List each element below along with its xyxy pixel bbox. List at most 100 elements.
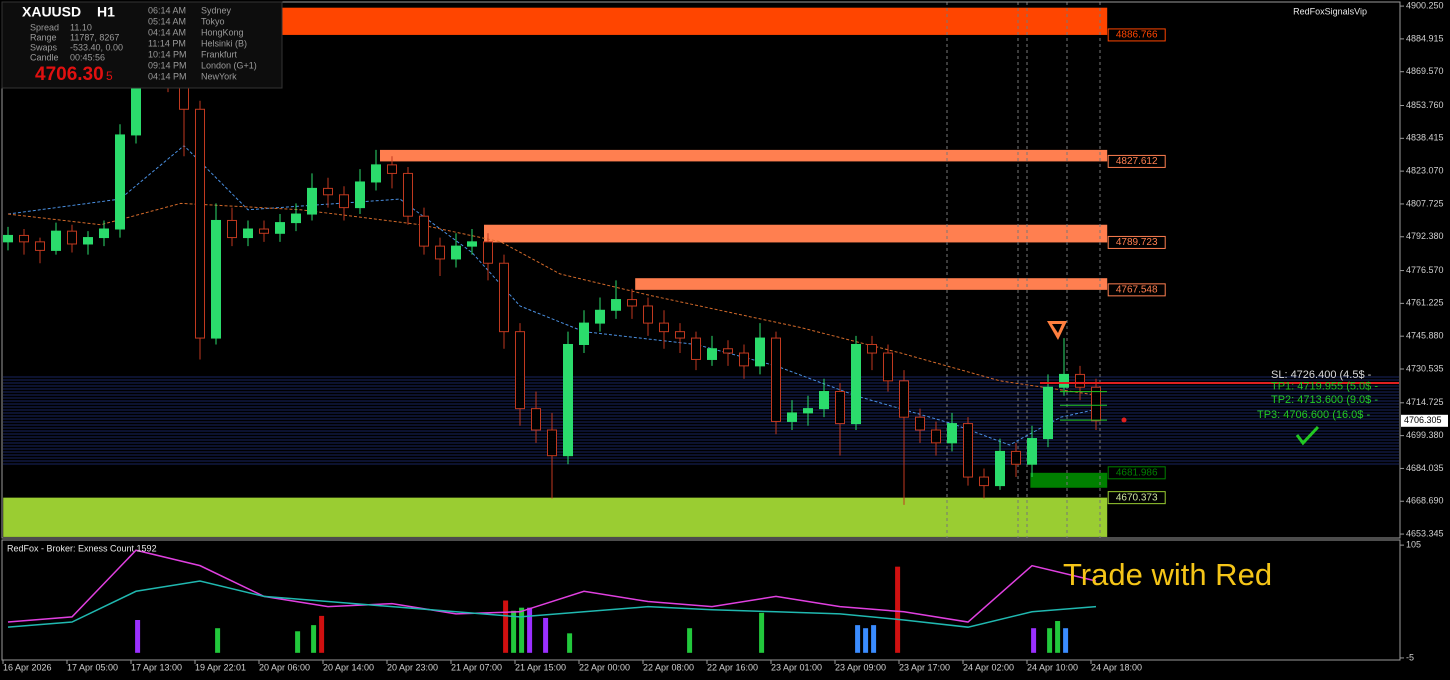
ind-bar bbox=[503, 600, 509, 653]
candle-body bbox=[211, 219, 221, 339]
candle-body bbox=[227, 219, 237, 239]
zone-label: 4886.766 bbox=[1116, 30, 1158, 41]
x-tick-label: 17 Apr 13:00 bbox=[131, 662, 182, 672]
candle-body bbox=[947, 423, 957, 444]
session-city: London (G+1) bbox=[201, 60, 257, 70]
ind-line bbox=[7, 549, 1097, 623]
candle-body bbox=[979, 476, 989, 487]
x-tick-label: 24 Apr 18:00 bbox=[1091, 662, 1142, 672]
candle-body bbox=[1011, 450, 1021, 465]
level-label: TP2: 4713.600 (9.0$ - bbox=[1271, 394, 1378, 406]
moving-averages bbox=[7, 144, 1101, 446]
slogan: Trade with Red bbox=[1063, 557, 1272, 592]
info-rows: Spread 11.10 Range 11787, 8267 Swaps -533.40,… bbox=[30, 22, 123, 62]
zone bbox=[635, 278, 1108, 290]
session-time: 04:14 AM bbox=[148, 27, 186, 37]
zone bbox=[1030, 472, 1108, 488]
trade-levels: SL: 4726.400 (4.5$ -TP1: 4719.955 (5.0$ … bbox=[1040, 369, 1399, 421]
info-value: -533.40, 0.00 bbox=[70, 42, 123, 52]
y-tick-label: 4699.380 bbox=[1406, 430, 1444, 440]
session-time: 04:14 PM bbox=[148, 71, 187, 81]
y-tick-label: 4807.725 bbox=[1406, 198, 1444, 208]
ind-bar bbox=[135, 620, 141, 653]
y-tick-label: 4684.035 bbox=[1406, 463, 1444, 473]
ind-bar bbox=[687, 628, 693, 653]
x-tick-label: 23 Apr 09:00 bbox=[835, 662, 886, 672]
candle-body bbox=[1075, 373, 1085, 388]
y-tick-label: 4668.690 bbox=[1406, 496, 1444, 506]
timeframe: H1 bbox=[97, 4, 115, 20]
candle-body bbox=[691, 337, 701, 360]
candle-body bbox=[1027, 438, 1037, 465]
zones: 4886.766 4827.612 4789.723 4767.548 4681.986… bbox=[3, 7, 1166, 537]
candle-body bbox=[851, 343, 861, 425]
session-time: 06:14 AM bbox=[148, 5, 186, 15]
info-key: Range bbox=[30, 32, 57, 42]
candle-body bbox=[771, 337, 781, 422]
level-label: SL: 4726.400 (4.5$ - bbox=[1271, 369, 1372, 381]
entry-dot bbox=[1121, 417, 1127, 423]
x-tick-label: 24 Apr 02:00 bbox=[963, 662, 1014, 672]
y-tick-label: 4730.535 bbox=[1406, 363, 1444, 373]
zone-label: 4789.723 bbox=[1116, 237, 1158, 248]
time-axis: 16 Apr 2026 17 Apr 05:00 17 Apr 13:00 19 Ap… bbox=[2, 660, 1142, 672]
ind-bar bbox=[759, 612, 765, 653]
level-label: TP1: 4719.955 (5.0$ - bbox=[1271, 381, 1378, 393]
y-tick-label: 4900.250 bbox=[1406, 0, 1444, 10]
x-tick-label: 17 Apr 05:00 bbox=[67, 662, 118, 672]
y-tick-label: 4745.880 bbox=[1406, 331, 1444, 341]
candle-body bbox=[435, 245, 445, 260]
info-key: Spread bbox=[30, 22, 59, 32]
candle-body bbox=[755, 337, 765, 367]
candle-body bbox=[99, 228, 109, 239]
zone-label: 4767.548 bbox=[1116, 284, 1158, 295]
sell-arrow-notch bbox=[1052, 324, 1062, 333]
ind-bar bbox=[1063, 628, 1069, 653]
x-tick-label: 16 Apr 2026 bbox=[3, 662, 52, 672]
candle-body bbox=[899, 380, 909, 418]
candle-body bbox=[371, 164, 381, 183]
info-value: 11.10 bbox=[70, 22, 92, 32]
ind-bar bbox=[567, 633, 573, 653]
session-city: Frankfurt bbox=[201, 49, 238, 59]
candle-body bbox=[355, 181, 365, 209]
ind-line bbox=[7, 580, 1097, 628]
price-axis: 4900.250 4884.915 4869.570 4853.760 4838.415… bbox=[1400, 0, 1448, 538]
candle-body bbox=[611, 299, 621, 311]
zone bbox=[281, 7, 1108, 35]
current-price-box bbox=[1401, 414, 1448, 427]
ind-bar bbox=[1047, 628, 1053, 653]
candle-body bbox=[563, 343, 573, 457]
info-value: 11787, 8267 bbox=[70, 32, 119, 42]
candle-body bbox=[1059, 373, 1069, 388]
candle-body bbox=[387, 164, 397, 174]
zone-label-box bbox=[1107, 28, 1166, 42]
candle-body bbox=[915, 416, 925, 431]
ind-bar bbox=[1031, 628, 1037, 653]
session-time: 09:14 PM bbox=[148, 60, 187, 70]
candle-body bbox=[291, 213, 301, 224]
candle-body bbox=[819, 391, 829, 410]
x-tick-label: 24 Apr 10:00 bbox=[1027, 662, 1078, 672]
session-city: Tokyo bbox=[201, 16, 225, 26]
zone bbox=[484, 224, 1108, 243]
x-tick-label: 20 Apr 14:00 bbox=[323, 662, 374, 672]
brand: RedFoxSignalsVip bbox=[1293, 6, 1367, 16]
moving-average bbox=[7, 144, 1100, 446]
x-tick-label: 23 Apr 01:00 bbox=[771, 662, 822, 672]
bid-price: 4706.30 bbox=[35, 64, 104, 85]
session-city: Sydney bbox=[201, 5, 232, 15]
candle-body bbox=[1091, 386, 1101, 422]
candle-body bbox=[243, 228, 253, 239]
candle-body bbox=[963, 423, 973, 478]
ind-bar bbox=[871, 625, 877, 653]
candle-body bbox=[659, 322, 669, 333]
x-tick-label: 22 Apr 16:00 bbox=[707, 662, 758, 672]
y-tick-label: 4792.380 bbox=[1406, 231, 1444, 241]
x-tick-label: 20 Apr 06:00 bbox=[259, 662, 310, 672]
current-price-label: 4706.305 bbox=[1404, 415, 1442, 425]
check-mark bbox=[1295, 425, 1320, 446]
candle-body bbox=[3, 234, 13, 243]
info-key: Candle bbox=[30, 52, 59, 62]
indicator-panel: 105 -5 bbox=[7, 540, 1421, 662]
